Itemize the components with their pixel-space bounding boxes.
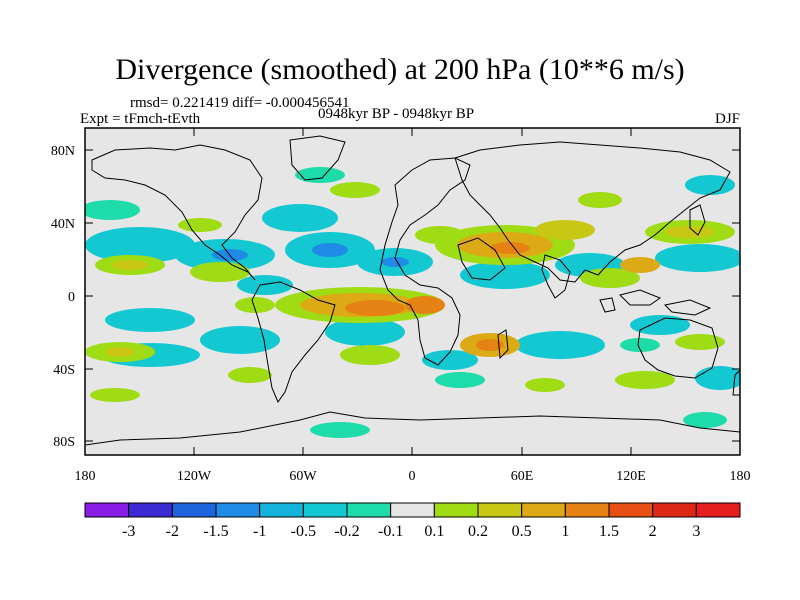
coastlines <box>85 135 740 446</box>
lon-label-120w: 120W <box>177 469 212 484</box>
colorbar-label: -0.5 <box>291 523 316 540</box>
colorbar: -3 -2 -1.5 -1 -0.5 -0.2 -0.1 0.1 0.2 0.5 1 1.5 2 3 <box>84 502 741 540</box>
colorbar-label: -0.2 <box>334 523 359 540</box>
experiment-label: Expt = tFmch-tEvth <box>80 111 201 127</box>
colorbar-label: 2 <box>649 523 657 540</box>
period-label: 0948kyr BP - 0948kyr BP <box>318 106 475 122</box>
colorbar-box <box>171 502 217 518</box>
lat-label-80s: 80S <box>53 435 75 450</box>
colorbar-label: 1 <box>561 523 569 540</box>
colorbar-label: -2 <box>166 523 179 540</box>
colorbar-label: 0.5 <box>512 523 532 540</box>
divergence-field <box>85 167 740 438</box>
colorbar-label: 0.2 <box>468 523 488 540</box>
colorbar-box <box>390 502 435 518</box>
lon-label-180w: 180 <box>75 469 96 484</box>
colorbar-label: -1.5 <box>203 523 228 540</box>
lat-label-0: 0 <box>68 290 75 305</box>
lon-label-60e: 60E <box>511 469 534 484</box>
lon-label-60w: 60W <box>289 469 317 484</box>
colorbar-label: 3 <box>692 523 700 540</box>
lat-label-40n: 40N <box>51 217 75 232</box>
colorbar-box <box>433 502 479 518</box>
colorbar-box <box>564 502 610 518</box>
colorbar-box <box>302 502 348 518</box>
lon-label-120e: 120E <box>616 469 646 484</box>
colorbar-box <box>128 502 173 518</box>
lon-ticks <box>84 128 741 455</box>
colorbar-box <box>608 502 654 518</box>
colorbar-box <box>695 502 741 518</box>
season-label: DJF <box>714 111 740 127</box>
lon-label-180e: 180 <box>730 469 751 484</box>
colorbar-label: 0.1 <box>424 523 444 540</box>
colorbar-label: 1.5 <box>599 523 619 540</box>
lon-label-0: 0 <box>409 469 416 484</box>
colorbar-box <box>477 502 523 518</box>
colorbar-box <box>215 502 261 518</box>
stats-text: rmsd= 0.221419 diff= -0.000456541 <box>130 95 350 111</box>
colorbar-box <box>346 502 392 518</box>
colorbar-box <box>84 502 130 518</box>
plot-title: Divergence (smoothed) at 200 hPa (10**6 … <box>115 53 685 86</box>
colorbar-label: -3 <box>122 523 135 540</box>
colorbar-label: -0.1 <box>378 523 403 540</box>
colorbar-box <box>652 502 697 518</box>
colorbar-box <box>259 502 304 518</box>
lat-label-40s: 40S <box>53 363 75 378</box>
colorbar-box <box>521 502 566 518</box>
colorbar-label: -1 <box>253 523 266 540</box>
lat-label-80n: 80N <box>51 144 75 159</box>
lat-ticks <box>85 149 740 442</box>
